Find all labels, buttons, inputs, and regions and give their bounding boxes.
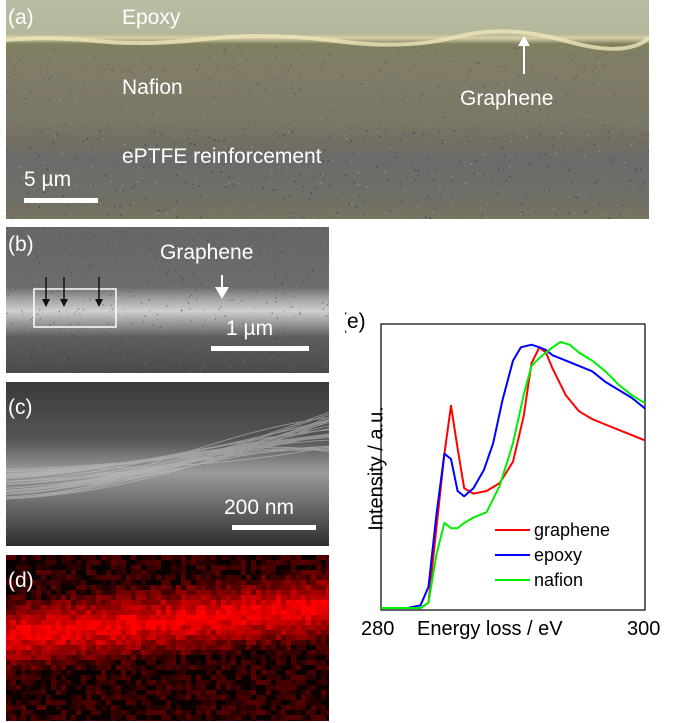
series-line-graphene <box>381 346 646 609</box>
panel-a-micrograph: (a) Epoxy Nafion ePTFE reinforcement Gra… <box>6 0 649 219</box>
panel-a-texture <box>6 29 649 219</box>
panel-b-texture <box>6 227 329 373</box>
legend-label-epoxy: epoxy <box>534 545 583 565</box>
series-line-nafion <box>381 341 646 609</box>
scale-bar-b <box>211 346 309 351</box>
legend-swatches <box>495 529 530 581</box>
panel-a-label: (a) <box>8 6 34 29</box>
panel-c-texture <box>6 382 329 546</box>
panel-e-label: (e) <box>345 310 366 333</box>
panel-b-label: (b) <box>8 233 34 256</box>
graphene-arrow-a-icon <box>518 36 530 74</box>
panel-d-texture <box>6 555 329 721</box>
scale-bar-a <box>24 198 98 203</box>
scale-bar-label-b: 1 µm <box>226 317 274 340</box>
graphene-label-b: Graphene <box>160 241 254 264</box>
scale-bar-c <box>232 525 316 530</box>
panel-d-eels-map: (d) <box>6 555 329 721</box>
panel-b-micrograph: (b) Graphene 1 µm <box>6 227 329 373</box>
graphene-label-a: Graphene <box>460 87 554 110</box>
layer-label-nafion: Nafion <box>122 76 183 99</box>
panel-c-micrograph: (c) 200 nm <box>6 382 329 546</box>
x-tick-300: 300 <box>627 618 661 640</box>
legend-label-graphene: graphene <box>534 520 611 540</box>
panel-c-label: (c) <box>8 396 33 419</box>
scale-bar-label-c: 200 nm <box>224 496 295 519</box>
y-axis-label: Intensity / a.u. <box>365 406 388 531</box>
panel-e-chart: (e) Intensity / a.u. 280 Energy loss / e… <box>345 300 665 670</box>
spectra-chart <box>380 323 646 611</box>
layer-label-eptfe: ePTFE reinforcement <box>122 145 322 168</box>
x-axis-label: Energy loss / eV <box>417 618 563 640</box>
series-line-epoxy <box>381 343 646 609</box>
layer-label-epoxy: Epoxy <box>122 6 181 29</box>
plot-frame <box>380 323 646 611</box>
legend-label-nafion: nafion <box>534 570 584 590</box>
panel-d-label: (d) <box>8 569 34 592</box>
scale-bar-label-a: 5 µm <box>24 168 72 191</box>
x-tick-280: 280 <box>361 618 395 640</box>
